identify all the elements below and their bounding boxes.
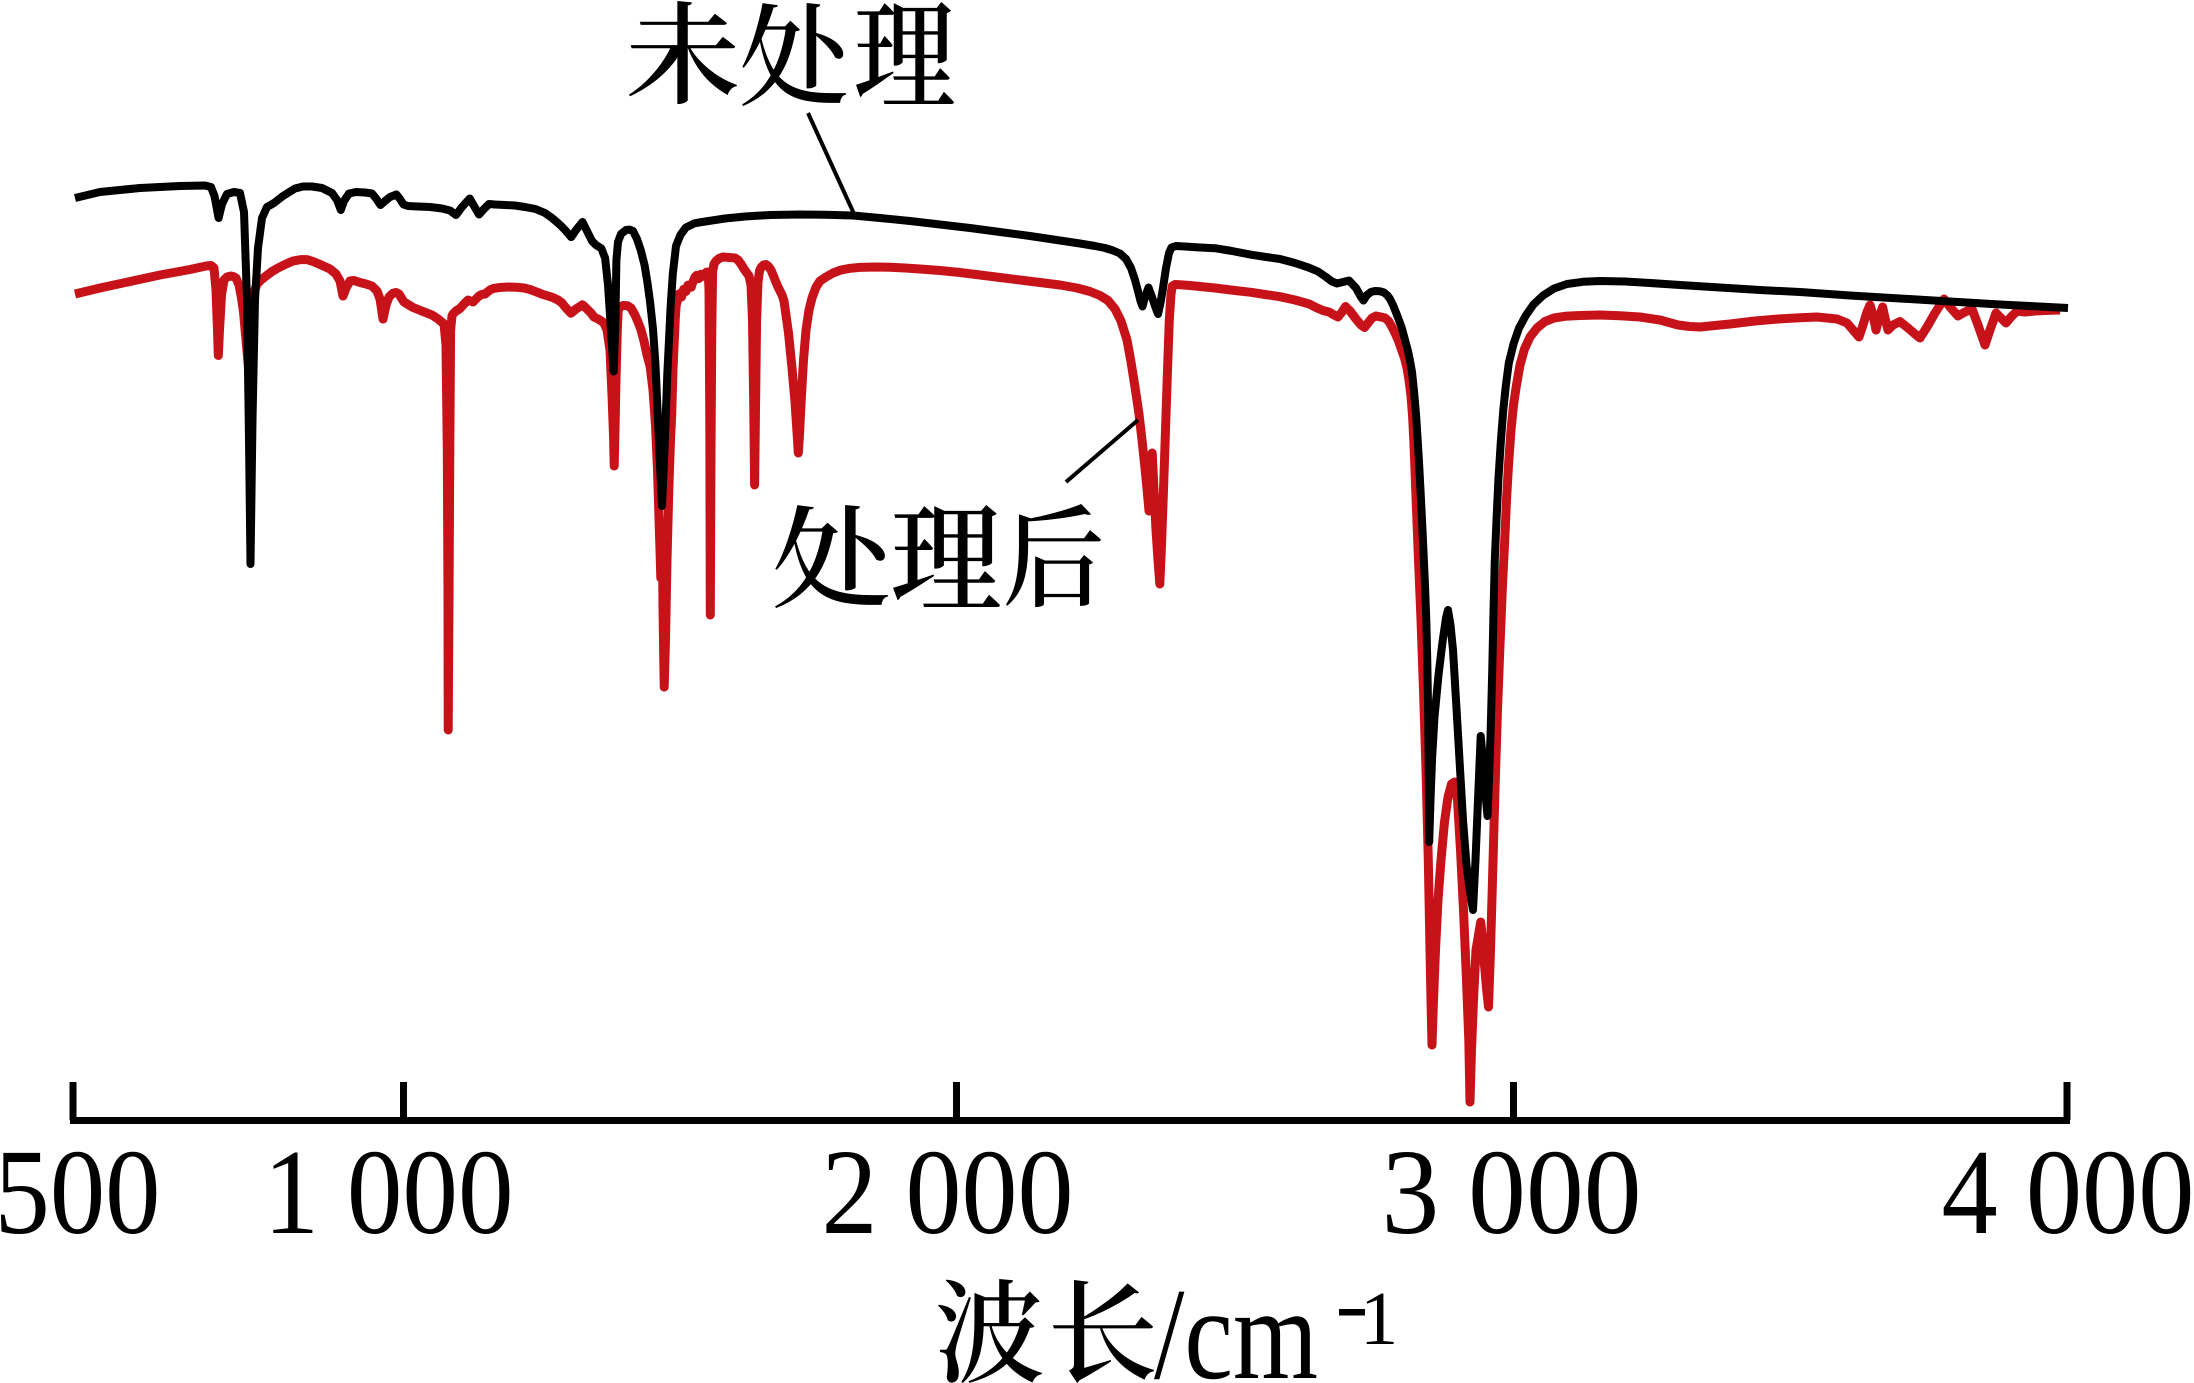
svg-text:500: 500	[0, 1126, 161, 1260]
svg-text:3 000: 3 000	[1382, 1126, 1642, 1260]
svg-text:4 000: 4 000	[1942, 1126, 2194, 1260]
svg-text:/cm: /cm	[1154, 1262, 1318, 1383]
svg-text:2 000: 2 000	[822, 1126, 1074, 1260]
svg-text:1 000: 1 000	[264, 1126, 514, 1260]
svg-text:1: 1	[1360, 1276, 1398, 1361]
